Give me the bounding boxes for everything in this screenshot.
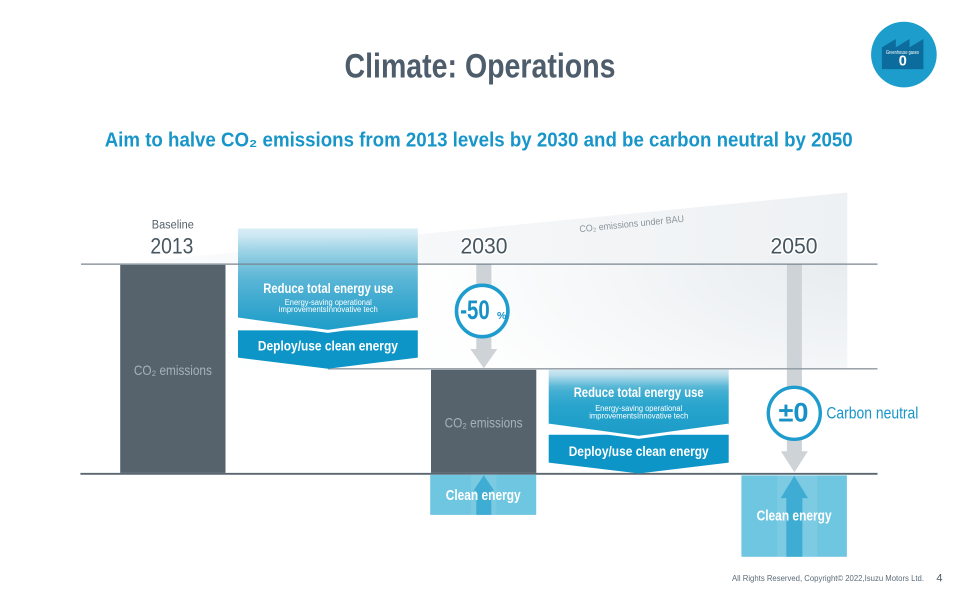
svg-text:Greenhouse gases: Greenhouse gases xyxy=(886,50,919,56)
svg-text:Deploy/use clean energy: Deploy/use clean energy xyxy=(258,339,398,354)
svg-text:Deploy/use clean energy: Deploy/use clean energy xyxy=(569,444,709,459)
svg-text:±0: ±0 xyxy=(779,397,809,427)
svg-text:2030: 2030 xyxy=(461,233,508,258)
svg-text:CO₂ emissions: CO₂ emissions xyxy=(445,415,523,431)
svg-text:2013: 2013 xyxy=(150,234,193,259)
svg-text:2050: 2050 xyxy=(771,233,818,258)
svg-text:improvementsInnovative tech: improvementsInnovative tech xyxy=(589,412,688,421)
svg-text:CO₂ emissions: CO₂ emissions xyxy=(134,362,212,378)
svg-text:improvementsInnovative tech: improvementsInnovative tech xyxy=(279,305,378,314)
svg-text:Clean energy: Clean energy xyxy=(446,488,521,504)
svg-text:Reduce total energy use: Reduce total energy use xyxy=(263,281,393,296)
svg-text:%: % xyxy=(497,310,507,322)
svg-text:Energy-saving operational: Energy-saving operational xyxy=(595,404,682,413)
svg-text:Baseline: Baseline xyxy=(152,219,194,231)
svg-text:Energy-saving operational: Energy-saving operational xyxy=(285,298,372,307)
svg-text:4: 4 xyxy=(936,573,942,585)
svg-text:-50: -50 xyxy=(460,295,490,325)
svg-text:Aim to halve CO₂ emissions fro: Aim to halve CO₂ emissions from 2013 lev… xyxy=(105,128,853,151)
svg-text:All Rights Reserved, Copyright: All Rights Reserved, Copyright© 2022,Isu… xyxy=(732,574,924,583)
svg-text:Climate: Operations: Climate: Operations xyxy=(345,47,616,85)
svg-text:Clean energy: Clean energy xyxy=(757,509,832,525)
svg-text:Carbon neutral: Carbon neutral xyxy=(826,403,918,422)
svg-text:Reduce total energy use: Reduce total energy use xyxy=(574,385,704,400)
svg-text:0: 0 xyxy=(899,53,907,69)
